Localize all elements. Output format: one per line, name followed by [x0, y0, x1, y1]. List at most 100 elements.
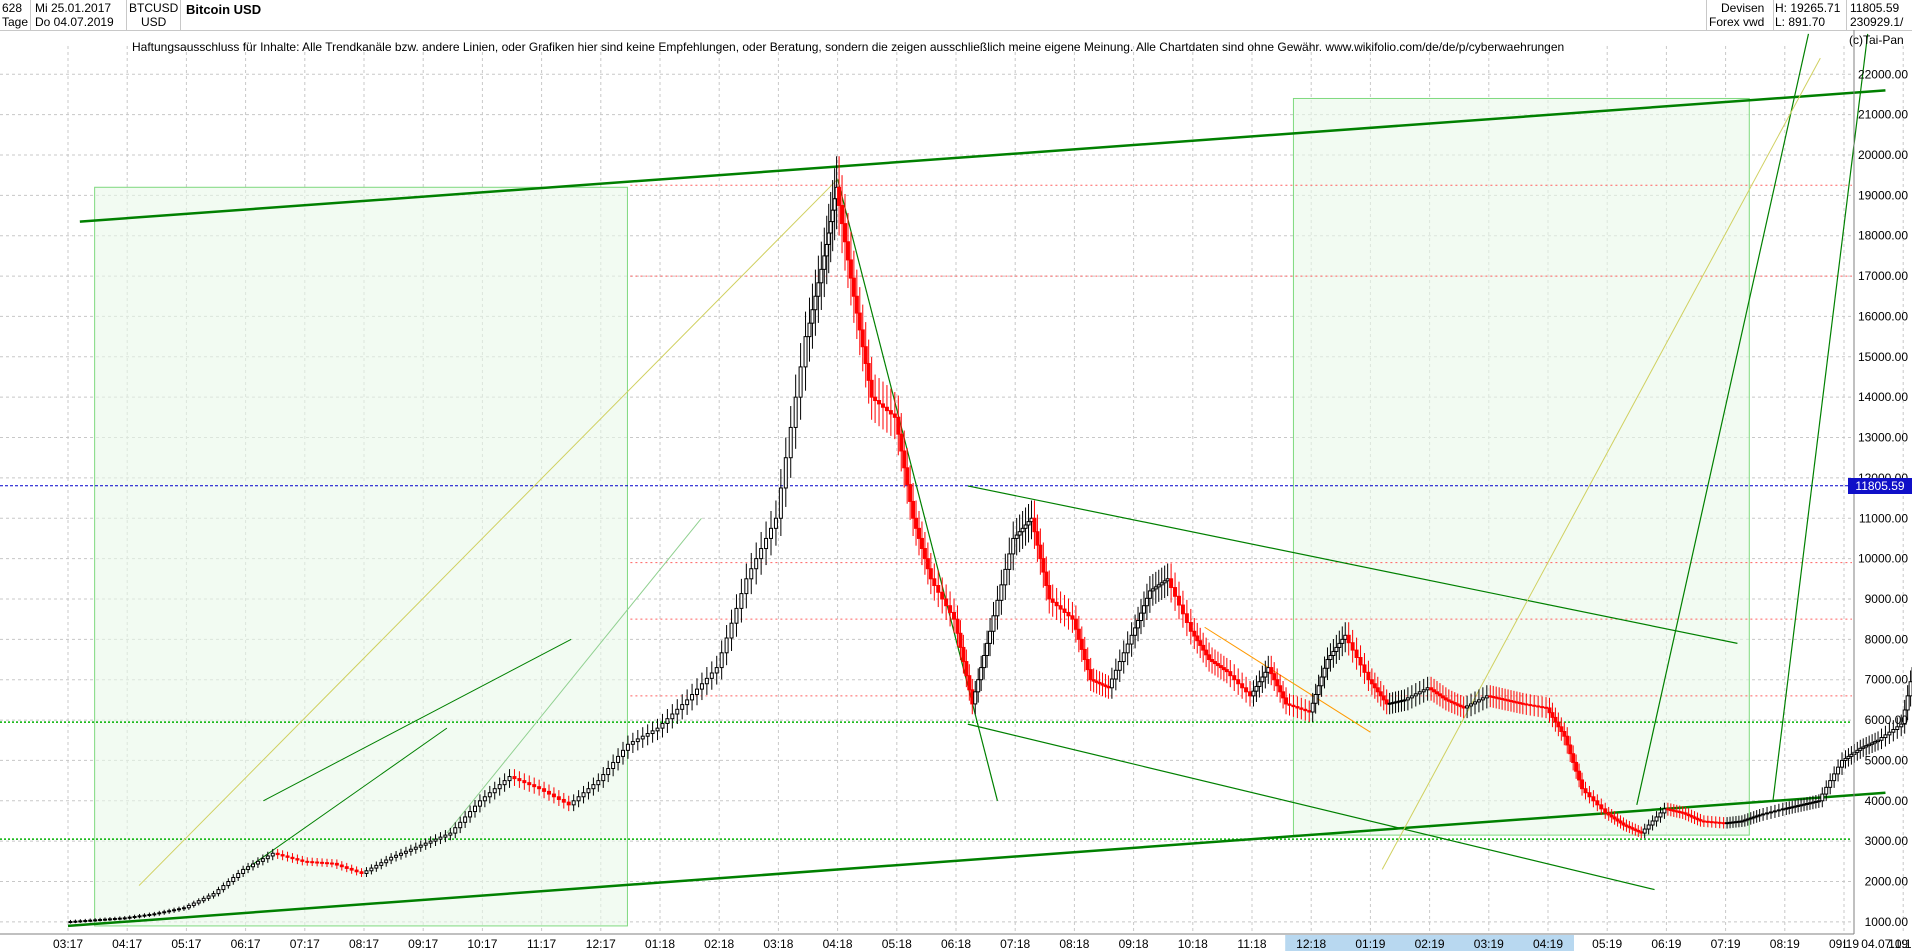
candle-body [142, 914, 147, 917]
candle-body [1041, 558, 1046, 573]
candle-body [1639, 831, 1644, 834]
candle-body [914, 517, 919, 529]
candle-body [824, 243, 829, 257]
candle-body [1627, 825, 1632, 829]
candle-body [1580, 779, 1585, 790]
candle-body [1103, 684, 1108, 687]
candle-body [1121, 652, 1126, 663]
candle-body [1484, 695, 1489, 699]
x-tick-label: 12:17 [586, 937, 616, 951]
candle-body [1139, 612, 1143, 622]
candle-body [1820, 793, 1825, 802]
price-chart[interactable]: 1000.00 2000.00 3000.00 4000.00 5000.00 6000.… [0, 30, 1912, 952]
candle-body [1646, 824, 1651, 830]
candle-body [793, 396, 798, 428]
candle-body [1106, 685, 1111, 689]
candle-body [1153, 586, 1158, 590]
bar-count-box[interactable]: 628 Tage [0, 0, 31, 30]
candle-body [152, 913, 157, 916]
candle-body [1824, 786, 1829, 795]
candle-body [819, 268, 824, 284]
trend-line [1381, 57, 1821, 870]
candle-body [863, 346, 868, 365]
zone-2019 [1292, 97, 1750, 836]
candle-body [1260, 676, 1265, 683]
candle-body [211, 893, 216, 897]
candle-body [132, 916, 137, 919]
candle-body [1295, 706, 1300, 709]
candle-body [967, 675, 972, 691]
date-to[interactable]: Do 04.07.2019 [35, 15, 114, 29]
candle-body [1864, 745, 1869, 748]
candle-body [1232, 675, 1237, 681]
bar-count[interactable]: 628 [2, 1, 23, 15]
bar-unit[interactable]: Tage [2, 15, 29, 29]
candle-body [1528, 704, 1533, 707]
candle-body [869, 379, 874, 398]
symbol[interactable]: BTCUSD [129, 1, 179, 15]
candle-body [955, 618, 960, 634]
candle-body [1281, 691, 1286, 699]
candle-body [1322, 667, 1327, 678]
candle-body [1244, 687, 1249, 693]
feed-box: Devisen Forex vwd [1706, 0, 1774, 30]
candle-body [828, 221, 833, 234]
candle-body [1754, 815, 1759, 818]
candle-body [1757, 814, 1762, 817]
candle-body [1654, 816, 1659, 822]
candle-body [1062, 608, 1067, 613]
candle-body [1683, 812, 1688, 815]
candle-body [1405, 697, 1410, 701]
candle-body [699, 683, 704, 690]
candle-body [1284, 697, 1289, 705]
x-tick-label: 08:19 [1770, 937, 1800, 951]
candle-body [1476, 699, 1481, 703]
candle-body [807, 322, 812, 338]
candle-body [851, 277, 856, 297]
candle-body [399, 852, 403, 856]
candle-body [714, 667, 719, 674]
candle-body [1066, 611, 1071, 617]
candle-body [1828, 780, 1833, 788]
candle-body [512, 776, 517, 780]
candle-body [1689, 815, 1694, 818]
candle-body [1446, 699, 1451, 702]
candle-body [186, 904, 191, 909]
candle-body [1630, 827, 1635, 830]
candle-body [236, 872, 241, 878]
x-tick-label: 03:19 [1474, 937, 1504, 951]
candle-body [1109, 678, 1114, 689]
candle-body [1228, 671, 1233, 677]
candle-body [1307, 710, 1312, 713]
candle-body [1129, 634, 1134, 645]
candle-body [1429, 687, 1434, 691]
candle-body [1435, 691, 1439, 695]
x-tick-label: 02:19 [1415, 937, 1445, 951]
candle-body [1032, 517, 1037, 533]
candle-body [1117, 661, 1122, 671]
candle-body [1251, 690, 1256, 697]
candle-body [423, 842, 428, 846]
candle-body [896, 416, 901, 435]
candle-body [1221, 667, 1226, 671]
date-from[interactable]: Mi 25.01.2017 [35, 1, 112, 15]
x-tick-label: 10:18 [1178, 937, 1208, 951]
candle-body [944, 598, 949, 607]
log-scale-label: L [1843, 937, 1850, 951]
candle-body [888, 410, 893, 415]
candle-body [1375, 687, 1380, 693]
candle-body [877, 400, 882, 405]
y-tick-label: 22000.00 [1858, 67, 1908, 81]
candle-body [1257, 681, 1262, 687]
candle-body [1591, 796, 1596, 802]
candle-body [448, 832, 453, 836]
last-value: 11805.59 [1850, 1, 1900, 15]
candle-body [961, 646, 966, 663]
candle-body [1198, 640, 1203, 646]
date-range-box[interactable]: Mi 25.01.2017 Do 04.07.2019 [30, 0, 127, 30]
x-tick-label: 07:19 [1711, 937, 1741, 951]
candle-body [463, 816, 468, 823]
symbol-box[interactable]: BTCUSD USD [126, 0, 181, 30]
candle-body [1425, 687, 1430, 691]
candle-body [1156, 584, 1161, 588]
